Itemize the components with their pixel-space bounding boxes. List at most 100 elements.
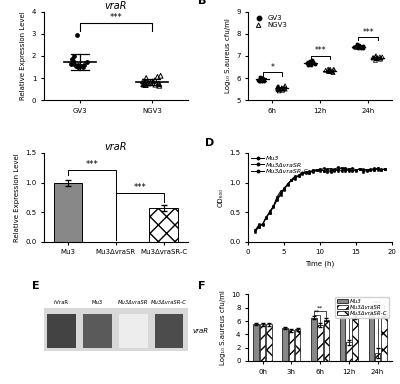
Mu3: [285, 182, 290, 186]
Text: vraR: vraR: [192, 328, 208, 334]
Point: [259, 75, 265, 81]
Text: **: **: [314, 310, 320, 314]
Point: [327, 68, 333, 74]
Mu3ΔvraSR-C: [368, 167, 373, 172]
Point: [326, 67, 332, 73]
Point: [274, 84, 281, 90]
Point: [259, 78, 265, 84]
Point: [354, 41, 360, 47]
Bar: [352, 318, 358, 361]
Mu3ΔvraSR-C: [382, 167, 387, 171]
Mu3: [256, 224, 261, 229]
Bar: [288, 330, 294, 361]
Point: [142, 79, 148, 86]
Point: [305, 62, 311, 68]
Text: *: *: [270, 63, 274, 72]
Mu3ΔvraSR: [292, 175, 297, 180]
Legend: GV3, NGV3: GV3, NGV3: [252, 15, 288, 28]
Bar: [381, 316, 387, 361]
Point: [356, 42, 362, 48]
Y-axis label: Relative Expression Level: Relative Expression Level: [14, 153, 20, 242]
Point: [158, 73, 164, 79]
Point: [280, 87, 286, 93]
Mu3ΔvraSR-C: [264, 214, 268, 219]
Text: ***: ***: [134, 183, 146, 192]
Text: ***: ***: [341, 308, 350, 313]
Point: [260, 78, 267, 84]
Mu3ΔvraSR-C: [321, 168, 326, 173]
Mu3ΔvraSR-C: [271, 204, 276, 209]
Point: [259, 75, 265, 81]
Mu3: [361, 167, 366, 172]
Mu3ΔvraSR-C: [307, 171, 312, 176]
Point: [281, 84, 288, 90]
Mu3: [278, 191, 283, 196]
Mu3ΔvraSR: [332, 169, 337, 173]
Mu3ΔvraSR-C: [332, 168, 337, 172]
Mu3: [328, 169, 333, 174]
Mu3ΔvraSR-C: [325, 167, 330, 171]
Point: [358, 45, 364, 51]
Mu3ΔvraSR: [310, 169, 315, 173]
Mu3: [350, 166, 355, 170]
Text: **: **: [317, 306, 323, 311]
Mu3: [343, 166, 348, 170]
Mu3: [354, 167, 358, 172]
Point: [307, 60, 314, 66]
Point: [306, 61, 313, 67]
Bar: [83, 314, 112, 348]
Mu3ΔvraSR-C: [336, 167, 340, 172]
Point: [152, 81, 159, 88]
Bar: [311, 318, 316, 361]
Mu3: [307, 169, 312, 174]
Mu3ΔvraSR: [267, 210, 272, 215]
Point: [260, 76, 266, 82]
Mu3ΔvraSR-C: [354, 168, 358, 172]
Point: [370, 55, 376, 61]
Mu3ΔvraSR: [382, 167, 387, 171]
Mu3ΔvraSR-C: [318, 168, 322, 172]
Point: [258, 74, 264, 81]
Point: [374, 55, 380, 61]
Bar: [119, 314, 148, 348]
Text: ***: ***: [86, 160, 98, 169]
Text: ***: ***: [314, 46, 326, 55]
Text: ***: ***: [370, 304, 379, 309]
Point: [156, 83, 162, 89]
Point: [322, 67, 329, 73]
Mu3ΔvraSR: [264, 215, 268, 220]
Point: [309, 57, 316, 63]
Bar: [295, 329, 300, 361]
Point: [142, 82, 149, 88]
Point: [372, 57, 379, 63]
Mu3ΔvraSR-C: [328, 166, 333, 171]
Title: vraR: vraR: [105, 1, 127, 11]
Mu3ΔvraSR: [339, 169, 344, 173]
Mu3ΔvraSR-C: [372, 166, 376, 170]
Point: [156, 81, 162, 87]
Mu3ΔvraSR-C: [303, 170, 308, 174]
Point: [84, 60, 90, 66]
Point: [80, 64, 87, 70]
Mu3ΔvraSR-C: [260, 222, 265, 227]
Bar: [368, 313, 374, 361]
Mu3: [274, 197, 279, 201]
Legend: Mu3, Mu3ΔvraSR, Mu3ΔvraSR-C: Mu3, Mu3ΔvraSR, Mu3ΔvraSR-C: [251, 156, 308, 174]
Mu3: [314, 168, 319, 173]
Mu3: [382, 167, 387, 171]
Point: [374, 55, 381, 61]
Mu3ΔvraSR: [318, 168, 322, 173]
Mu3: [325, 170, 330, 174]
Text: ***: ***: [344, 304, 354, 309]
Point: [140, 81, 146, 87]
Legend: Mu3, Mu3ΔvraSR, Mu3ΔvraSR-C: Mu3, Mu3ΔvraSR, Mu3ΔvraSR-C: [336, 297, 389, 318]
Point: [326, 68, 332, 74]
Point: [154, 74, 161, 80]
Mu3: [357, 167, 362, 171]
Mu3ΔvraSR: [300, 172, 304, 177]
Point: [156, 81, 162, 87]
Title: vraR: vraR: [105, 142, 127, 152]
Point: [276, 88, 282, 94]
Mu3ΔvraSR: [372, 167, 376, 172]
Mu3ΔvraSR-C: [346, 167, 351, 172]
